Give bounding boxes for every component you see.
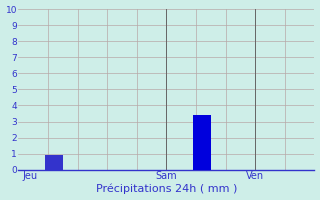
- Bar: [193, 115, 211, 170]
- X-axis label: Précipitations 24h ( mm ): Précipitations 24h ( mm ): [96, 184, 237, 194]
- Bar: [45, 155, 63, 170]
